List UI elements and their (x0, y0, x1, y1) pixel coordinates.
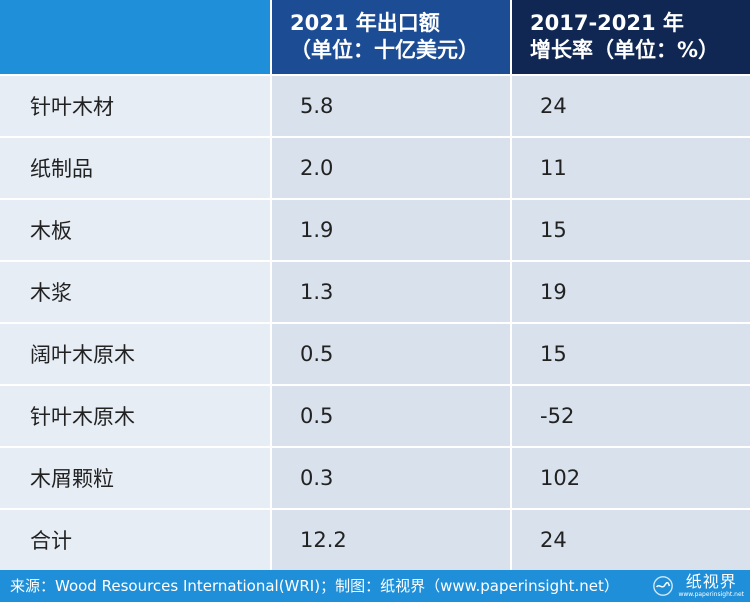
header-growth-rate-line1: 2017-2021 年 (530, 11, 684, 35)
table-row-total: 合计 12.2 24 (0, 508, 750, 570)
product-name: 阔叶木原木 (0, 322, 271, 385)
header-export-value: 2021 年出口额 （单位：十亿美元） (270, 0, 511, 75)
growth-rate: 15 (510, 322, 750, 385)
table-row: 针叶木材 5.8 24 (0, 74, 750, 137)
logo-url: www.paperinsight.net (678, 591, 744, 598)
table-row: 木屑颗粒 0.3 102 (0, 446, 750, 509)
product-name: 针叶木原木 (0, 384, 271, 447)
export-value: 0.3 (270, 446, 511, 509)
export-value: 2.0 (270, 136, 511, 199)
product-name: 木板 (0, 198, 271, 261)
product-name: 纸制品 (0, 136, 271, 199)
export-table: 2021 年出口额 （单位：十亿美元） 2017-2021 年 增长率（单位：%… (0, 0, 750, 570)
growth-rate: 15 (510, 198, 750, 261)
export-value: 12.2 (270, 508, 511, 570)
header-growth-rate-line2: 增长率（单位：%） (530, 38, 720, 62)
export-value: 5.8 (270, 74, 511, 137)
watermark-logo: 纸视界 www.paperinsight.net (652, 571, 744, 601)
header-row: 2021 年出口额 （单位：十亿美元） 2017-2021 年 增长率（单位：%… (0, 0, 750, 75)
growth-rate: 24 (510, 74, 750, 137)
header-export-value-line2: （单位：十亿美元） (290, 38, 479, 62)
product-name: 针叶木材 (0, 74, 271, 137)
product-name: 木浆 (0, 260, 271, 323)
table-row: 木浆 1.3 19 (0, 260, 750, 323)
paper-wave-icon (653, 576, 674, 596)
logo-name: 纸视界 (685, 572, 737, 591)
export-value: 0.5 (270, 384, 511, 447)
table-row: 纸制品 2.0 11 (0, 136, 750, 199)
export-value: 1.3 (270, 260, 511, 323)
product-name: 木屑颗粒 (0, 446, 271, 509)
table-row: 木板 1.9 15 (0, 198, 750, 261)
growth-rate: -52 (510, 384, 750, 447)
logo-text: 纸视界 www.paperinsight.net (678, 573, 744, 599)
table-row: 阔叶木原木 0.5 15 (0, 322, 750, 385)
source-note: 来源：Wood Resources International(WRI)；制图：… (0, 570, 750, 602)
product-name: 合计 (0, 508, 271, 570)
export-value: 1.9 (270, 198, 511, 261)
growth-rate: 102 (510, 446, 750, 509)
export-value: 0.5 (270, 322, 511, 385)
header-export-value-line1: 2021 年出口额 (290, 11, 440, 35)
growth-rate: 19 (510, 260, 750, 323)
table-row: 针叶木原木 0.5 -52 (0, 384, 750, 447)
header-category (0, 0, 271, 75)
growth-rate: 11 (510, 136, 750, 199)
growth-rate: 24 (510, 508, 750, 570)
header-growth-rate: 2017-2021 年 增长率（单位：%） (510, 0, 750, 75)
